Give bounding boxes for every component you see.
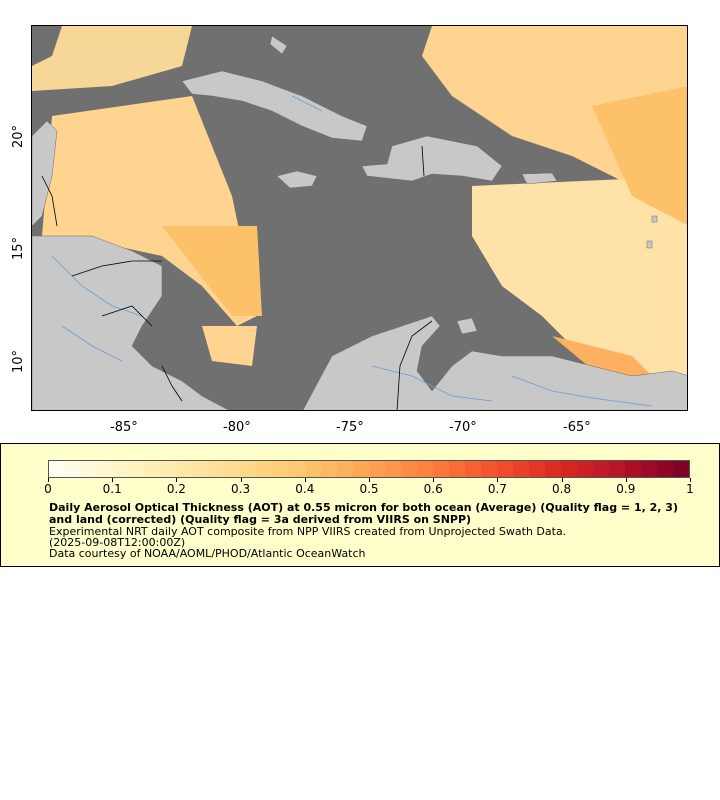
country-borders: [41, 145, 433, 410]
color-scale-swatch: [481, 461, 497, 477]
color-scale-tick-label: 0.3: [231, 482, 251, 496]
color-scale-tick-mark: [48, 478, 49, 482]
y-tick-label: 15°: [11, 236, 26, 260]
color-scale-swatch: [113, 461, 129, 477]
legend-description: Experimental NRT daily AOT composite fro…: [49, 525, 567, 538]
color-scale-swatch: [561, 461, 577, 477]
color-scale-swatch: [129, 461, 145, 477]
color-scale-bar: [48, 460, 690, 478]
color-scale-tick-mark: [561, 478, 563, 482]
land-areas: [32, 35, 687, 410]
aerosol-field-west: [32, 26, 262, 396]
x-tick-label: -85°: [110, 420, 138, 435]
x-tick-label: -80°: [223, 420, 251, 435]
color-scale-swatch: [593, 461, 609, 477]
color-scale-swatch: [657, 461, 673, 477]
color-scale-swatch: [289, 461, 305, 477]
y-tick-label: 20°: [11, 124, 26, 148]
color-scale-swatch: [625, 461, 641, 477]
y-tick-label: 10°: [11, 349, 26, 373]
map-canvas: [32, 26, 687, 410]
color-scale-tick-label: 0.5: [359, 482, 379, 496]
color-scale-swatch: [529, 461, 545, 477]
color-scale-swatch: [417, 461, 433, 477]
color-scale-swatch: [273, 461, 289, 477]
color-scale-tick-mark: [497, 478, 499, 482]
color-scale-swatch: [337, 461, 353, 477]
color-scale-swatch: [353, 461, 369, 477]
color-scale-swatch: [321, 461, 337, 477]
color-scale-tick-mark: [240, 478, 242, 482]
color-scale-swatch: [577, 461, 593, 477]
color-scale-swatch: [673, 461, 689, 477]
color-scale-swatch: [49, 461, 65, 477]
color-scale-swatch: [449, 461, 465, 477]
legend-panel: Daily Aerosol Optical Thickness (AOT) at…: [0, 443, 720, 567]
color-scale-swatch: [209, 461, 225, 477]
rivers: [51, 95, 653, 407]
color-scale-swatch: [385, 461, 401, 477]
x-tick-label: -65°: [563, 420, 591, 435]
color-scale-swatch: [81, 461, 97, 477]
color-scale-swatch: [545, 461, 561, 477]
color-scale-swatch: [241, 461, 257, 477]
color-scale-swatch: [401, 461, 417, 477]
x-tick-label: -70°: [449, 420, 477, 435]
legend-timestamp: (2025-09-08T12:00:00Z): [49, 536, 186, 549]
color-scale-tick-label: 0: [44, 482, 52, 496]
color-scale-tick-label: 0.8: [552, 482, 572, 496]
color-scale-swatch: [177, 461, 193, 477]
color-scale-swatch: [641, 461, 657, 477]
legend-credit: Data courtesy of NOAA/AOML/PHOD/Atlantic…: [49, 547, 366, 560]
color-scale-tick-label: 1: [686, 482, 694, 496]
color-scale-swatch: [97, 461, 113, 477]
legend-title: Daily Aerosol Optical Thickness (AOT) at…: [49, 501, 678, 526]
color-scale-swatch: [433, 461, 449, 477]
color-scale-tick-mark: [369, 478, 370, 482]
color-scale-tick-mark: [690, 478, 691, 482]
color-scale-swatch: [161, 461, 177, 477]
color-scale-tick-label: 0.2: [166, 482, 186, 496]
x-tick-label: -75°: [336, 420, 364, 435]
aot-map[interactable]: [31, 25, 688, 411]
color-scale-tick-mark: [304, 478, 306, 482]
color-scale-swatch: [369, 461, 385, 477]
color-scale-swatch: [193, 461, 209, 477]
color-scale-swatch: [305, 461, 321, 477]
color-scale-swatch: [257, 461, 273, 477]
color-scale-swatch: [225, 461, 241, 477]
color-scale-swatch: [145, 461, 161, 477]
color-scale-swatch: [513, 461, 529, 477]
color-scale-tick-label: 0.6: [423, 482, 443, 496]
color-scale-tick-label: 0.4: [295, 482, 315, 496]
color-scale-tick-label: 0.1: [102, 482, 122, 496]
color-scale-swatch: [465, 461, 481, 477]
color-scale-tick-mark: [625, 478, 627, 482]
color-scale-tick-mark: [112, 478, 114, 482]
color-scale-tick-mark: [433, 478, 435, 482]
color-scale-tick-label: 0.9: [616, 482, 636, 496]
color-scale-tick-mark: [176, 478, 178, 482]
aerosol-field-east: [422, 26, 687, 396]
color-scale-swatch: [65, 461, 81, 477]
color-scale-tick-label: 0.7: [487, 482, 507, 496]
color-scale-swatch: [609, 461, 625, 477]
color-scale-swatch: [497, 461, 513, 477]
